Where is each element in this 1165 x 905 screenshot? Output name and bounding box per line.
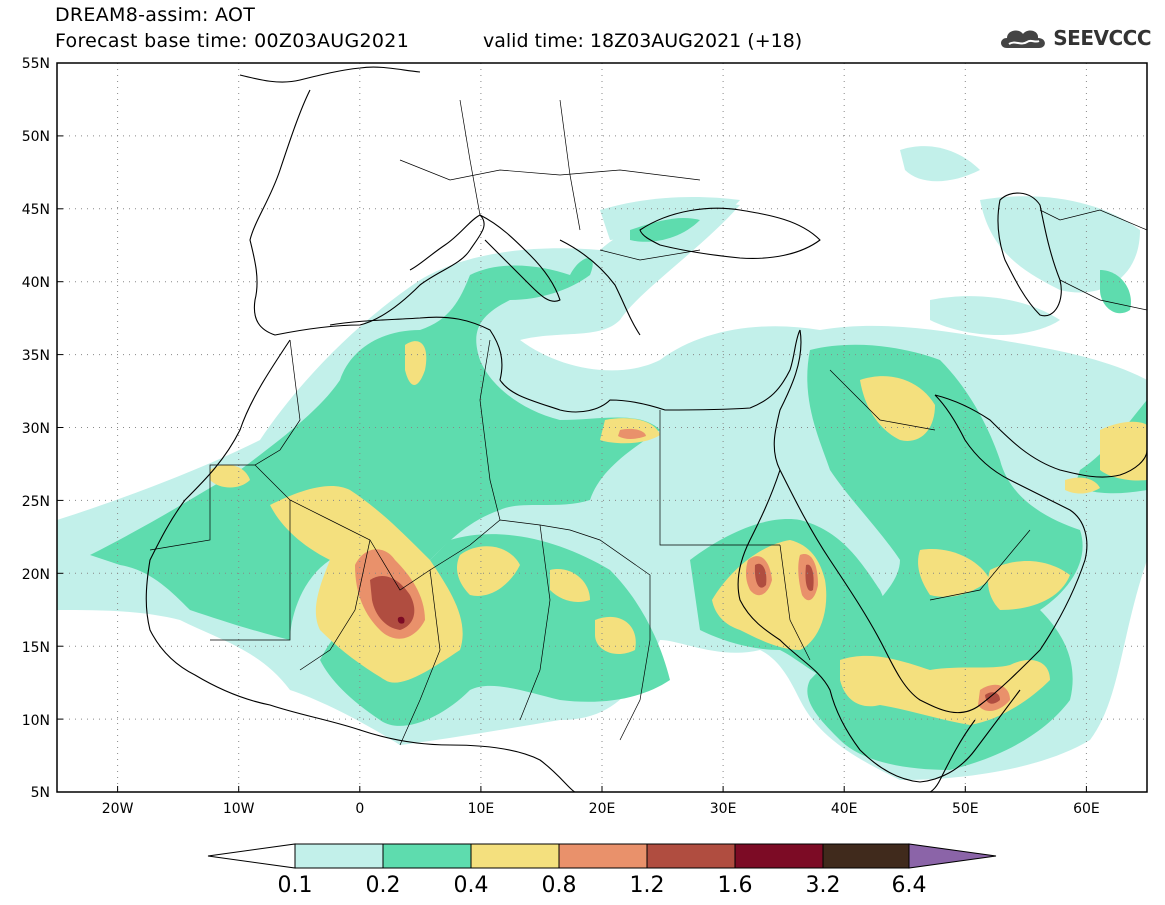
lon-tick-label: 0	[355, 801, 364, 817]
lat-tick-label: 40N	[22, 275, 50, 291]
colorbar-label: 1.2	[630, 873, 665, 898]
aot-level-1-2	[370, 563, 1000, 704]
lat-tick-label: 5N	[31, 785, 50, 801]
lat-tick-label: 30N	[22, 421, 50, 437]
cloud-icon	[1001, 30, 1046, 48]
lon-tick-label: 10W	[223, 801, 255, 817]
colorbar-swatch	[470, 843, 560, 869]
lat-tick-label: 15N	[22, 640, 50, 656]
coastlines	[145, 66, 1147, 792]
lon-tick-label: 20W	[102, 801, 134, 817]
map-title: DREAM8-assim: AOT	[55, 4, 256, 26]
lat-tick-labels: 55N 50N 45N 40N 35N 30N 25N 20N 15N 10N …	[22, 56, 50, 801]
lat-tick-label: 50N	[22, 129, 50, 145]
lon-tick-label: 10E	[468, 801, 495, 817]
tick-marks	[57, 135, 1087, 792]
colorbar-swatch	[294, 843, 384, 869]
colorbar-label: 6.4	[892, 873, 927, 898]
forecast-base-time: Forecast base time: 00Z03AUG2021	[55, 30, 410, 52]
colorbar-label: 0.1	[278, 873, 313, 898]
lat-tick-label: 20N	[22, 567, 50, 583]
valid-time: valid time: 18Z03AUG2021 (+18)	[483, 30, 803, 52]
colorbar-low-triangle	[207, 843, 296, 869]
lon-tick-label: 50E	[952, 801, 979, 817]
lat-tick-label: 45N	[22, 202, 50, 218]
lon-tick-label: 40E	[831, 801, 858, 817]
lon-tick-labels: 20W 10W 0 10E 20E 30E 40E 50E 60E	[102, 801, 1100, 817]
lon-tick-label: 30E	[710, 801, 737, 817]
lat-tick-label: 25N	[22, 494, 50, 510]
country-borders	[149, 99, 1147, 746]
lon-tick-label: 60E	[1073, 801, 1100, 817]
seevccc-logo: SEEVCCC	[997, 24, 1151, 52]
logo-text: SEEVCCC	[1053, 26, 1151, 50]
colorbar-label: 0.4	[454, 873, 489, 898]
colorbar-swatch	[382, 843, 472, 869]
colorbar-label: 1.6	[718, 873, 753, 898]
colorbar-swatch	[558, 843, 648, 869]
aot-level-1-6	[397, 616, 405, 624]
lat-tick-label: 10N	[22, 713, 50, 729]
lat-tick-label: 35N	[22, 348, 50, 364]
lon-tick-label: 20E	[589, 801, 616, 817]
colorbar-label: 3.2	[806, 873, 841, 898]
lat-tick-label: 55N	[22, 56, 50, 72]
colorbar-label: 0.2	[366, 873, 401, 898]
colorbar-swatch	[646, 843, 736, 869]
colorbar-swatch	[734, 843, 824, 869]
colorbar-swatch	[822, 843, 910, 869]
colorbar-high-triangle	[908, 843, 997, 869]
aot-contour-layer	[57, 63, 1147, 792]
colorbar: 0.1 0.2 0.4 0.8 1.2 1.6 3.2 6.4	[207, 843, 997, 898]
colorbar-label: 0.8	[542, 873, 577, 898]
